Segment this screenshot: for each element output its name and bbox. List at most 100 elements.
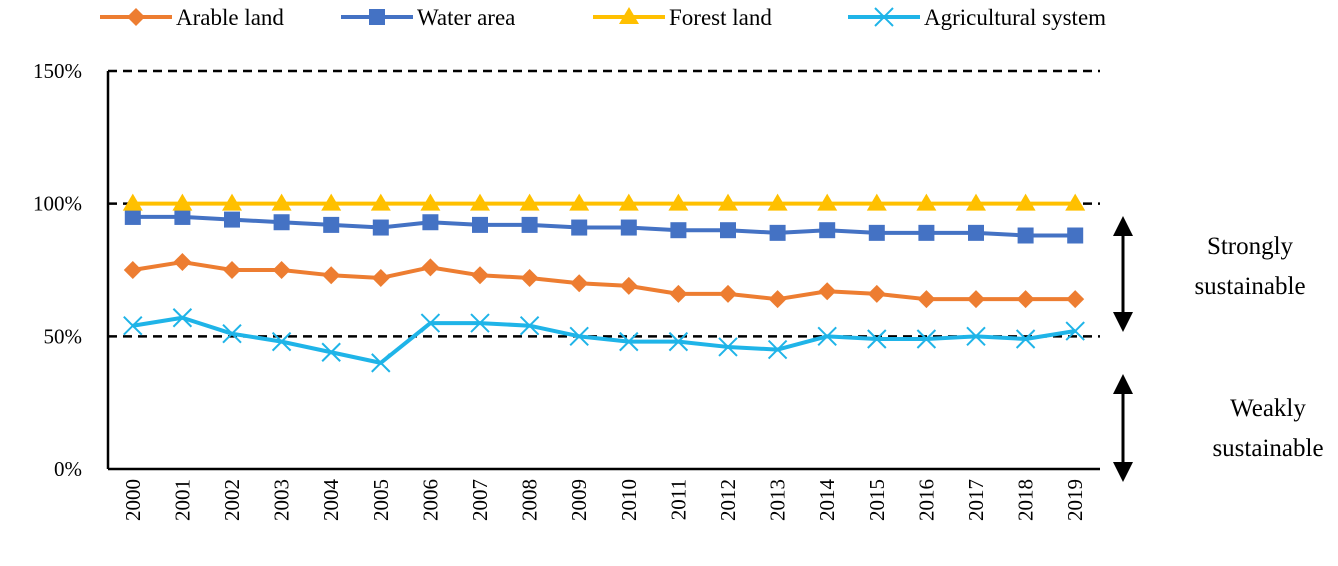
- x-tick-label: 2016: [914, 479, 938, 521]
- legend-swatch-marker: [369, 9, 385, 25]
- data-point: [224, 211, 240, 228]
- y-tick-label: 150%: [33, 59, 82, 83]
- legend-item: Forest land: [593, 5, 772, 30]
- y-tick-label: 50%: [44, 324, 83, 348]
- legend-swatch-marker: [874, 7, 894, 27]
- data-point: [767, 339, 788, 360]
- data-point: [718, 193, 738, 211]
- weakly-arrow-head-up: [1113, 374, 1133, 394]
- data-point: [967, 290, 985, 309]
- x-tick-label: 2005: [369, 479, 393, 521]
- data-point: [769, 224, 786, 241]
- data-point: [718, 337, 738, 357]
- data-point: [1067, 227, 1084, 244]
- data-point: [420, 313, 441, 333]
- series-line: [132, 315, 1076, 365]
- data-point: [1015, 193, 1036, 211]
- data-point: [521, 216, 538, 233]
- data-point: [122, 193, 143, 211]
- data-point: [1065, 193, 1086, 211]
- data-point: [471, 266, 489, 285]
- x-tick-label: 2012: [716, 479, 740, 521]
- data-point: [571, 219, 588, 236]
- legend-item: Water area: [341, 5, 515, 30]
- data-series: [122, 193, 1086, 373]
- data-point: [422, 214, 439, 231]
- x-tick-label: 2008: [518, 479, 542, 521]
- data-point: [719, 284, 737, 303]
- legend-item: Agricultural system: [848, 5, 1106, 30]
- x-axis-ticks: 2000 2001 2002 2003 2004 2005 2006 2007 2008 2009…: [121, 479, 1087, 522]
- legend-label: Agricultural system: [924, 5, 1106, 30]
- data-point: [968, 224, 984, 241]
- legend-label: Arable land: [176, 5, 284, 30]
- x-tick-label: 2003: [270, 479, 294, 521]
- data-point: [966, 326, 986, 347]
- data-point: [867, 329, 887, 349]
- data-point: [273, 214, 290, 231]
- data-point: [174, 208, 191, 225]
- data-point: [472, 216, 488, 233]
- data-point: [1017, 227, 1034, 244]
- data-point: [1016, 290, 1035, 309]
- x-tick-label: 2007: [468, 479, 492, 521]
- data-point: [817, 193, 838, 211]
- data-point: [966, 193, 986, 211]
- data-point: [768, 290, 787, 309]
- data-point: [124, 208, 141, 225]
- series-forest-land: [122, 193, 1086, 211]
- data-point: [669, 284, 688, 303]
- data-point: [868, 224, 885, 241]
- data-point: [767, 193, 788, 211]
- sustainability-zones: Strongly sustainable Weakly sustainable: [1113, 216, 1324, 482]
- data-point: [916, 329, 937, 349]
- data-point: [371, 268, 390, 287]
- data-point: [916, 193, 937, 211]
- data-point: [918, 224, 935, 241]
- data-point: [323, 216, 340, 233]
- x-tick-label: 2004: [319, 479, 343, 522]
- data-point: [421, 258, 440, 277]
- legend-item: Arable land: [100, 5, 284, 30]
- series-line: [132, 214, 1076, 238]
- data-point: [1066, 290, 1085, 309]
- data-point: [866, 193, 887, 211]
- strongly-label-line2: sustainable: [1194, 273, 1305, 300]
- data-point: [1065, 321, 1085, 341]
- weakly-label-line2: sustainable: [1212, 435, 1323, 462]
- data-point: [818, 282, 837, 301]
- series-line: [132, 260, 1076, 302]
- data-point: [222, 193, 242, 211]
- data-point: [519, 316, 540, 336]
- strongly-arrow-head-up: [1113, 216, 1133, 236]
- data-point: [321, 193, 342, 211]
- x-tick-label: 2009: [567, 479, 591, 521]
- data-point: [123, 261, 142, 279]
- x-tick-label: 2015: [865, 479, 889, 521]
- data-point: [173, 253, 192, 272]
- data-point: [271, 193, 292, 211]
- data-point: [223, 261, 241, 279]
- data-point: [668, 193, 689, 211]
- data-point: [370, 193, 391, 211]
- legend-label: Forest land: [669, 5, 772, 30]
- x-tick-label: 2002: [220, 479, 244, 521]
- x-tick-label: 2000: [121, 479, 145, 521]
- data-point: [817, 326, 837, 347]
- x-tick-label: 2018: [1014, 479, 1038, 521]
- data-point: [123, 316, 143, 336]
- x-tick-label: 2010: [617, 479, 641, 521]
- data-point: [618, 193, 639, 211]
- y-axis-ticks: 0% 50% 100% 150%: [33, 59, 82, 481]
- x-tick-label: 2014: [815, 479, 839, 522]
- legend-label: Water area: [417, 5, 515, 30]
- x-tick-label: 2017: [964, 479, 988, 521]
- x-tick-label: 2006: [418, 479, 442, 521]
- x-tick-label: 2001: [170, 479, 194, 521]
- data-point: [321, 342, 341, 362]
- data-point: [569, 326, 589, 347]
- data-point: [371, 353, 391, 373]
- data-point: [272, 261, 291, 279]
- data-point: [470, 193, 490, 211]
